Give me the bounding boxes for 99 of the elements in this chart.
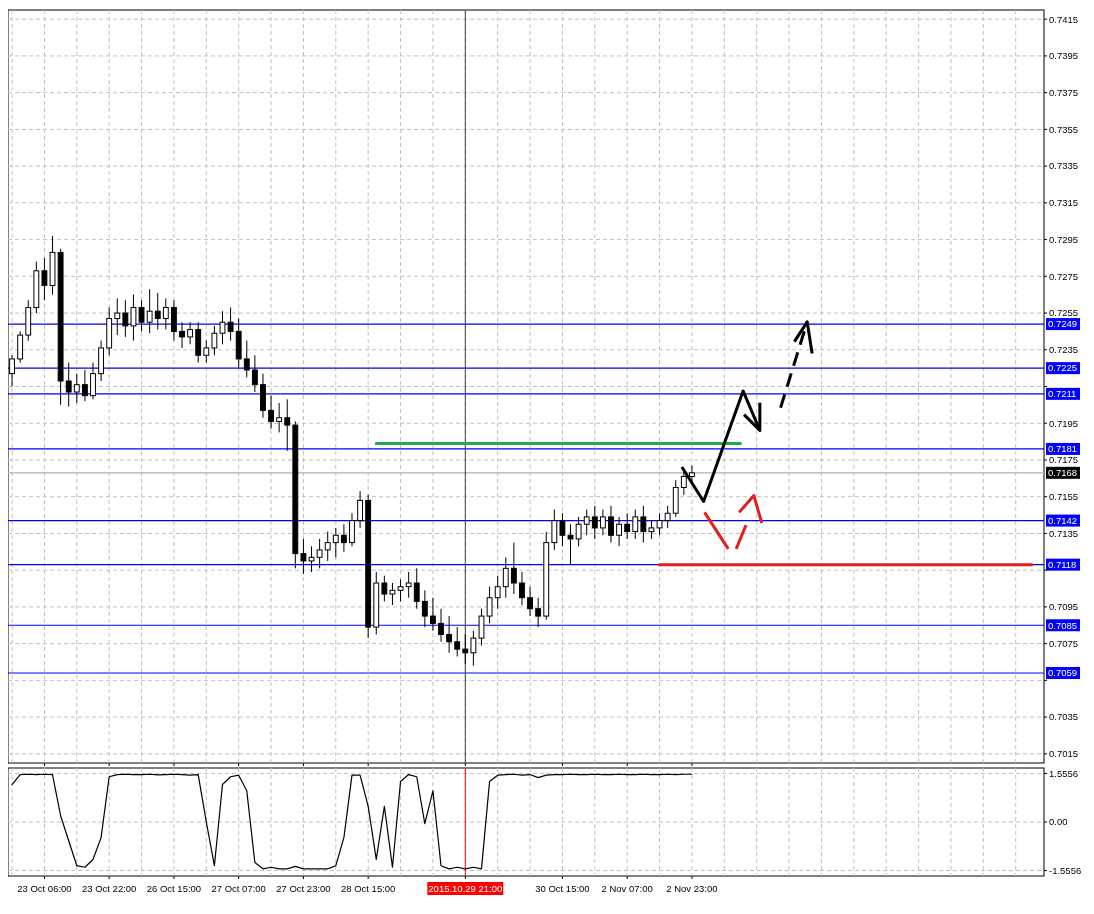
line-series [11, 773, 693, 870]
y-tick-label: 0.7135 [1049, 527, 1079, 539]
candlestick [608, 505, 614, 544]
candlestick [381, 575, 388, 602]
candlestick [535, 597, 542, 628]
x-tick-label: 23 Oct 22:00 [81, 883, 137, 894]
candlestick [114, 297, 121, 336]
y-tick-label: 0.7195 [1049, 417, 1079, 429]
ref-line-label: 0.7118 [1048, 558, 1077, 570]
y-tick-label: 0.7095 [1049, 601, 1079, 613]
y-tick-label: 0.00 [1049, 816, 1068, 828]
candlestick [527, 586, 533, 617]
candlestick [332, 527, 339, 558]
ref-line-label: 0.7085 [1048, 619, 1078, 631]
candlestick [73, 373, 80, 404]
candlestick [688, 464, 695, 483]
candlestick [251, 354, 258, 393]
y-tick-label: 0.7075 [1049, 637, 1079, 649]
ref-line-label: 0.7181 [1048, 443, 1078, 455]
candlestick [122, 299, 129, 338]
candlestick [357, 490, 364, 529]
ref-line-label: 0.7225 [1048, 362, 1078, 374]
candlestick [227, 307, 234, 342]
candlestick [268, 395, 274, 430]
y-tick-label: 0.7015 [1049, 748, 1079, 760]
y-tick-label: 0.7035 [1049, 711, 1079, 723]
candlestick [243, 340, 250, 378]
candlestick [486, 586, 493, 624]
candlestick [616, 516, 623, 547]
x-tick-label: 28 Oct 15:00 [340, 883, 396, 894]
candlestick [494, 575, 501, 610]
candlestick [187, 321, 194, 345]
y-tick-label: 0.7335 [1049, 160, 1079, 172]
candlestick [478, 608, 485, 646]
x-tick-label: 2 Nov 23:00 [666, 883, 718, 894]
ref-line-label: 0.7142 [1048, 514, 1078, 526]
candlestick [454, 626, 461, 657]
candlestick [211, 325, 218, 356]
x-tick-label: 23 Oct 06:00 [17, 883, 72, 894]
candlestick [90, 362, 96, 400]
y-tick-label: 0.7415 [1049, 13, 1079, 25]
y-tick-label: 0.7255 [1049, 307, 1079, 319]
y-tick-label: 0.7155 [1049, 491, 1079, 503]
candlestick [413, 567, 420, 610]
x-tick-label: 27 Oct 07:00 [211, 883, 266, 894]
candlestick [632, 509, 639, 540]
y-tick-label: 0.7315 [1049, 197, 1079, 209]
candlestick [162, 297, 169, 331]
candlestick [429, 597, 436, 632]
candlestick [276, 402, 283, 433]
candlestick [81, 369, 88, 402]
candlestick [438, 608, 444, 643]
ref-line-label: 0.7168 [1048, 467, 1078, 479]
candlestick [575, 516, 582, 547]
x-tick-label: 2 Nov 07:00 [601, 883, 653, 894]
y-tick-label: 0.7235 [1049, 344, 1079, 356]
x-tick-label: 27 Oct 23:00 [276, 883, 331, 894]
y-tick-label: 0.7375 [1049, 86, 1079, 98]
candlestick [146, 288, 153, 334]
candlestick [154, 292, 161, 331]
candlestick [551, 509, 558, 551]
ref-line-label: 0.7059 [1048, 667, 1078, 679]
candlestick [502, 556, 509, 599]
ref-line-label: 0.7211 [1048, 388, 1077, 400]
candlestick [349, 512, 355, 547]
candlestick [316, 538, 323, 569]
x-tick-label: 2015.10.29 21:00 [428, 883, 503, 894]
candlestick [324, 531, 331, 562]
candlestick [284, 398, 291, 452]
x-tick-label: 26 Oct 15:00 [146, 883, 202, 894]
y-tick-label: 0.7355 [1049, 123, 1079, 135]
candlestick [599, 509, 606, 536]
y-tick-label: 0.7395 [1049, 50, 1079, 62]
candlestick [664, 505, 671, 529]
y-tick-label: 0.7295 [1049, 233, 1079, 245]
candlestick [179, 321, 185, 349]
candlestick [170, 299, 177, 342]
candlestick [510, 542, 517, 595]
candlestick [519, 571, 525, 606]
candlestick [340, 523, 347, 553]
candlestick [462, 633, 469, 665]
candlestick [405, 571, 412, 599]
candlestick [640, 505, 647, 544]
candlestick [219, 310, 226, 345]
candlestick [203, 340, 210, 364]
candlestick [583, 509, 590, 536]
y-tick-label: 1.5556 [1049, 767, 1079, 779]
candlestick [421, 589, 428, 628]
candlestick [65, 362, 72, 408]
candlestick [624, 512, 631, 540]
y-tick-label: 0.7275 [1049, 270, 1079, 282]
candlestick [446, 615, 453, 654]
candlestick [591, 505, 598, 540]
x-tick-label: 30 Oct 15:00 [535, 883, 590, 894]
ref-line-label: 0.7249 [1048, 318, 1078, 330]
candlestick [17, 330, 24, 364]
y-tick-label: 0.7175 [1049, 454, 1079, 466]
y-tick-label: -1.5556 [1049, 864, 1082, 876]
candlestick [470, 630, 477, 667]
